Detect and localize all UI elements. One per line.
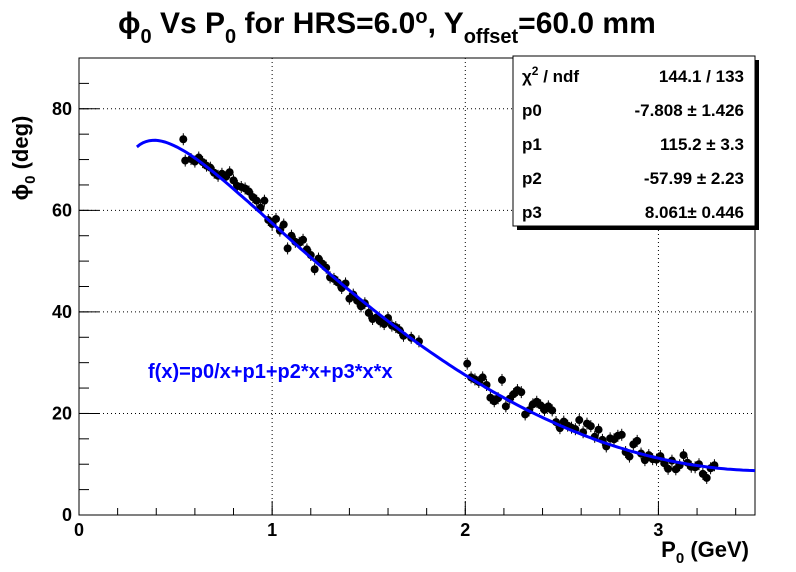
data-point: [586, 422, 595, 431]
x-tick-label: 1: [267, 520, 277, 540]
data-point: [225, 168, 234, 177]
data-point: [617, 430, 626, 439]
data-point: [594, 425, 603, 434]
y-tick-label: 0: [62, 505, 72, 525]
data-point: [260, 196, 269, 205]
data-point: [283, 244, 292, 253]
stats-name: p1: [522, 135, 542, 154]
data-point: [299, 235, 308, 244]
stats-value: 144.1 / 133: [659, 67, 744, 86]
x-tick-label: 2: [460, 520, 470, 540]
stats-value: -57.99 ± 2.23: [644, 169, 744, 188]
stats-value: -7.808 ± 1.426: [634, 101, 744, 120]
stats-value: 8.061± 0.446: [645, 203, 744, 222]
data-point: [501, 402, 510, 411]
y-axis-label: ϕ0 (deg): [8, 116, 39, 201]
data-point: [272, 214, 281, 223]
data-point: [702, 473, 711, 482]
data-point: [463, 359, 472, 368]
y-tick-label: 40: [52, 302, 72, 322]
chart-title: ϕ0 Vs P0 for HRS=6.0o, Yoffset=60.0 mm: [118, 6, 656, 48]
stats-name: p3: [522, 203, 542, 222]
fit-formula: f(x)=p0/x+p1+p2*x+p3*x*x: [148, 361, 393, 383]
data-point: [575, 416, 584, 425]
data-point: [310, 265, 319, 274]
x-axis-label: P0 (GeV): [661, 537, 749, 567]
stats-value: 115.2 ± 3.3: [660, 135, 744, 154]
data-point: [548, 406, 557, 415]
x-tick-label: 3: [653, 520, 663, 540]
stats-name: p2: [522, 169, 542, 188]
data-point: [364, 308, 373, 317]
x-tick-label: 0: [74, 520, 84, 540]
data-point: [229, 176, 238, 185]
axis-ticks: [78, 57, 737, 516]
y-tick-label: 80: [52, 99, 72, 119]
stats-name: p0: [522, 101, 542, 120]
y-tick-label: 60: [52, 200, 72, 220]
fit-curve: [135, 138, 756, 473]
data-point: [517, 388, 526, 397]
data-point: [179, 135, 188, 144]
data-point: [633, 436, 642, 445]
data-point: [497, 375, 506, 384]
data-point: [279, 220, 288, 229]
data-point: [380, 320, 389, 329]
data-point: [664, 464, 673, 473]
tick-labels: 0 1 2 3 0 20 40 60 80: [52, 99, 663, 540]
data-point: [625, 452, 634, 461]
data-point: [244, 187, 253, 196]
stats-box: χ2 / ndf 144.1 / 133 p0 -7.808 ± 1.426 p1 115…: [512, 55, 759, 230]
data-point: [252, 196, 261, 205]
data-point: [679, 451, 688, 460]
y-tick-label: 20: [52, 403, 72, 423]
data-point: [478, 373, 487, 382]
stats-name: χ2 / ndf: [522, 64, 579, 86]
